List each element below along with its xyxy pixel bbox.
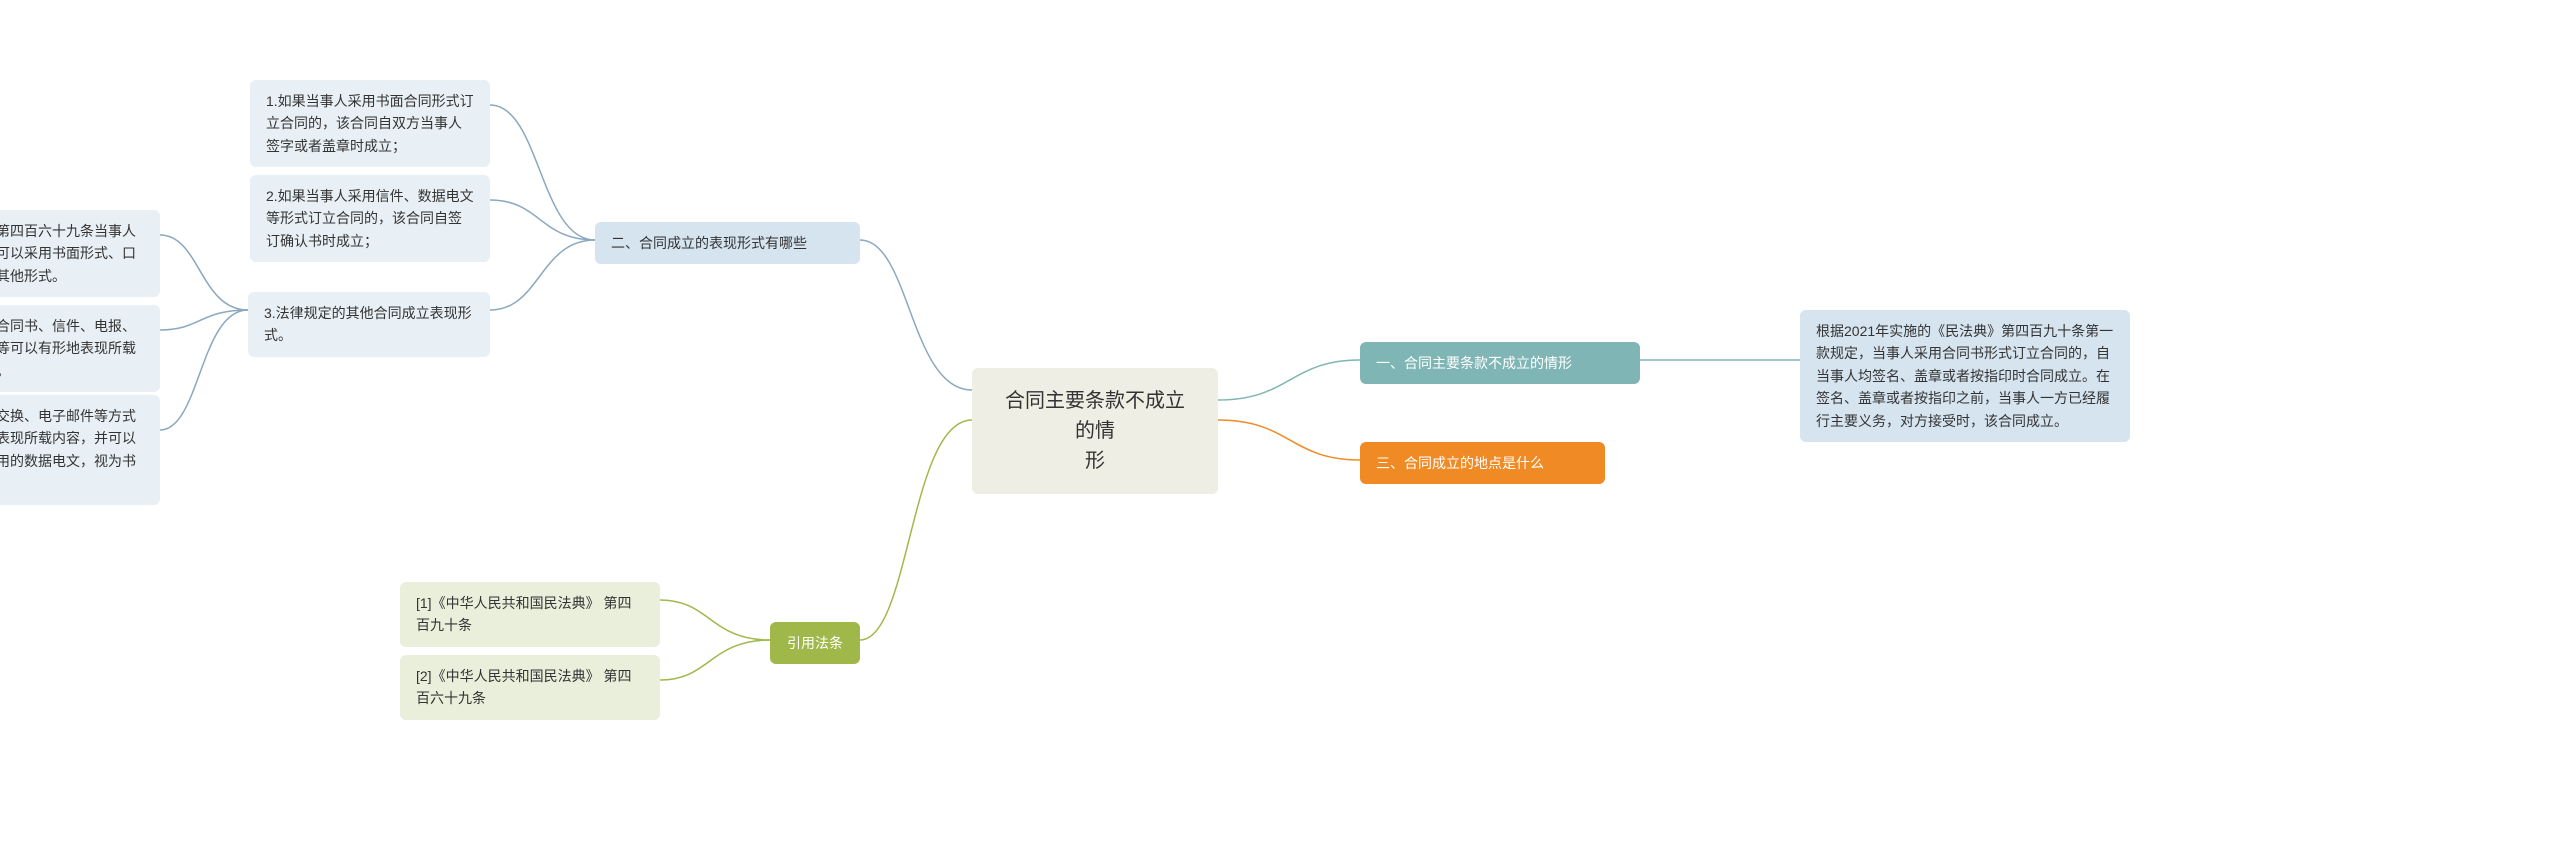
branch-three: 三、合同成立的地点是什么 (1360, 442, 1605, 484)
leaf-two-3a: 《民法典》第四百六十九条当事人订立合同，可以采用书面形式、口头形式或者其他形式。 (0, 210, 160, 297)
branch-two: 二、合同成立的表现形式有哪些 (595, 222, 860, 264)
branch-ref: 引用法条 (770, 622, 860, 664)
leaf-one-detail: 根据2021年实施的《民法典》第四百九十条第一款规定，当事人采用合同书形式订立合… (1800, 310, 2130, 442)
root-node: 合同主要条款不成立的情 形 (972, 368, 1218, 494)
leaf-two-3: 3.法律规定的其他合同成立表现形式。 (248, 292, 490, 357)
leaf-two-1: 1.如果当事人采用书面合同形式订立合同的，该合同自双方当事人签字或者盖章时成立； (250, 80, 490, 167)
leaf-two-3c: 以电子数据交换、电子邮件等方式能够有形地表现所载内容，并可以随时调取查用的数据电… (0, 395, 160, 505)
leaf-ref-2: [2]《中华人民共和国民法典》 第四百六十九条 (400, 655, 660, 720)
leaf-ref-1: [1]《中华人民共和国民法典》 第四百九十条 (400, 582, 660, 647)
branch-one: 一、合同主要条款不成立的情形 (1360, 342, 1640, 384)
root-line2: 形 (996, 446, 1194, 476)
leaf-two-3b: 书面形式是合同书、信件、电报、电传、传真等可以有形地表现所载内容的形式。 (0, 305, 160, 392)
root-line1: 合同主要条款不成立的情 (996, 386, 1194, 446)
leaf-two-2: 2.如果当事人采用信件、数据电文等形式订立合同的，该合同自签订确认书时成立； (250, 175, 490, 262)
